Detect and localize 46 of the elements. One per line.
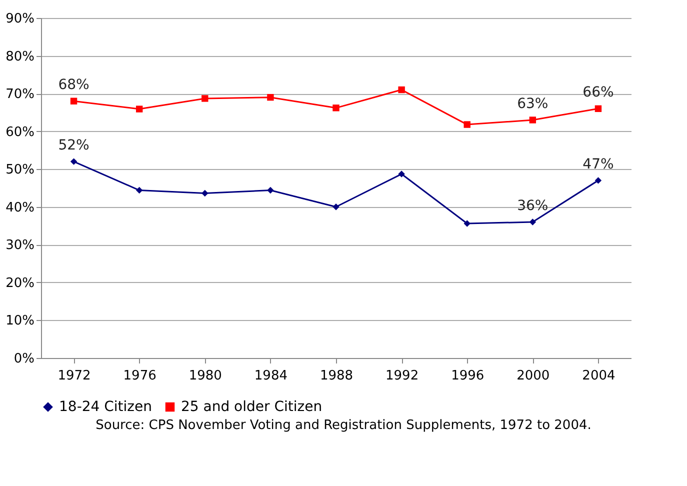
point <box>332 204 340 210</box>
legend-label: 18-24 Citizen <box>59 399 152 415</box>
x-tick-label: 1996 <box>451 368 484 384</box>
point <box>464 121 470 128</box>
data-label: 36% <box>517 198 548 214</box>
y-tick-label: 10% <box>6 314 34 329</box>
point <box>70 158 78 165</box>
y-tick-label: 40% <box>6 200 34 216</box>
x-tick-label: 2004 <box>582 368 616 384</box>
point <box>202 190 208 197</box>
data-label: 47% <box>582 156 614 172</box>
y-tick-label: 20% <box>6 276 34 291</box>
point <box>202 95 208 102</box>
point <box>529 218 536 226</box>
x-tick-label: 1984 <box>254 368 288 384</box>
point <box>464 220 470 227</box>
data-label: 63% <box>517 96 548 112</box>
point <box>398 86 405 94</box>
data-label: 68% <box>58 77 90 94</box>
point <box>529 116 536 124</box>
point <box>136 186 143 194</box>
point <box>267 186 274 194</box>
x-tick-label: 1988 <box>320 368 354 384</box>
legend-label: 25 and older Citizen <box>181 399 322 415</box>
x-tick-label: 1976 <box>123 368 156 384</box>
y-tick-label: 70% <box>6 87 34 102</box>
point <box>136 106 143 112</box>
point <box>332 104 340 112</box>
x-tick-label: 1992 <box>386 368 419 384</box>
data-label: 52% <box>58 138 90 154</box>
point <box>398 170 405 178</box>
y-tick-label: 50% <box>6 162 34 178</box>
y-tick-label: 80% <box>6 49 34 64</box>
point <box>594 105 602 112</box>
x-tick-label: 2000 <box>516 368 550 384</box>
y-tick-label: 0% <box>14 352 34 366</box>
x-tick-label: 1980 <box>188 368 222 384</box>
source-note: Source: CPS November Voting and Registration Supplements, 1972 to 2004. <box>94 418 592 433</box>
y-tick-label: 60% <box>6 124 34 140</box>
point <box>70 98 78 104</box>
point <box>594 177 602 184</box>
data-label: 66% <box>582 84 614 101</box>
point <box>267 94 274 101</box>
y-tick-label: 90% <box>6 12 34 26</box>
x-tick-label: 1972 <box>58 368 91 384</box>
y-tick-label: 30% <box>6 238 34 254</box>
